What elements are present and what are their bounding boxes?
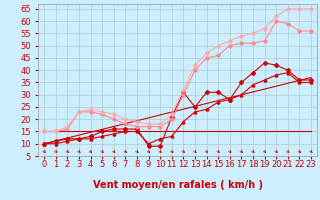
X-axis label: Vent moyen/en rafales ( km/h ): Vent moyen/en rafales ( km/h ) bbox=[92, 180, 263, 190]
